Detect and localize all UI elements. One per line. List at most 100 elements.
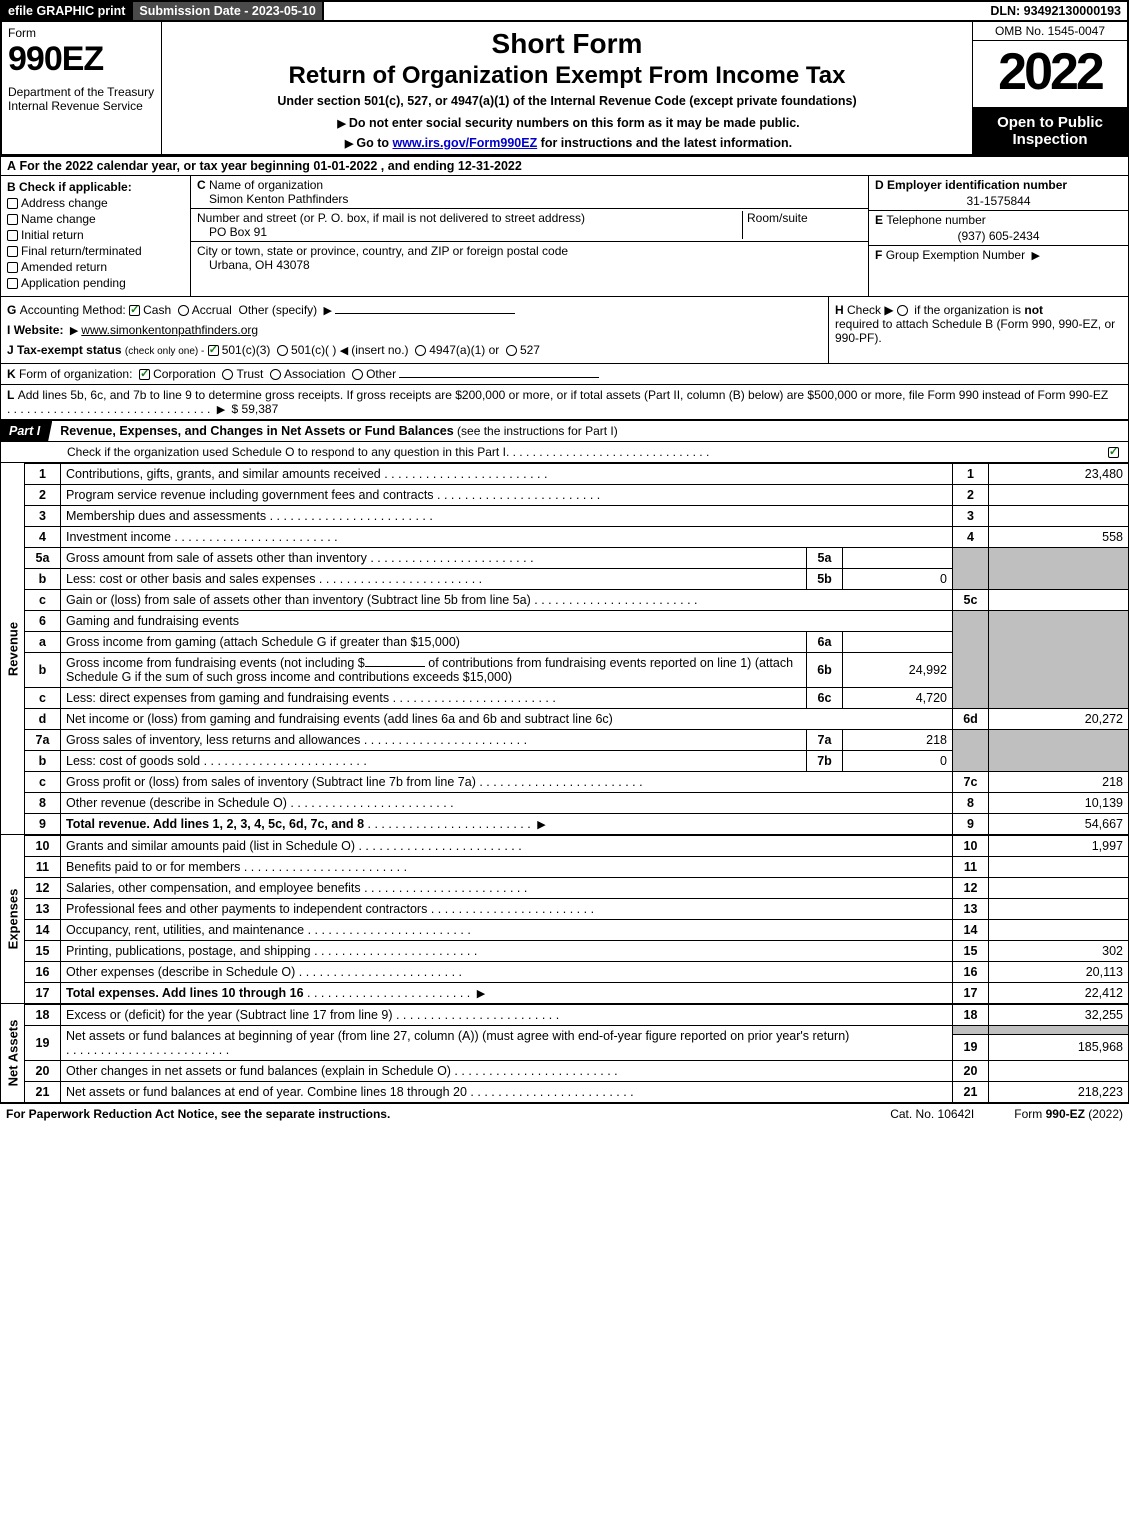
chk-amended-return[interactable]: Amended return — [7, 260, 184, 274]
tel-value: (937) 605-2434 — [875, 229, 1122, 243]
sub-line-ref: 6c — [807, 688, 843, 709]
chk-name-change[interactable]: Name change — [7, 212, 184, 226]
page-footer: For Paperwork Reduction Act Notice, see … — [0, 1103, 1129, 1124]
section-k: K Form of organization: Corporation Trus… — [0, 364, 1129, 385]
gross-receipts-amount: $ 59,387 — [232, 402, 279, 416]
checkbox-icon — [7, 198, 18, 209]
radio-icon[interactable] — [415, 345, 426, 356]
opt-application-pending: Application pending — [21, 276, 126, 290]
radio-icon[interactable] — [277, 345, 288, 356]
line-desc: Gross income from gaming (attach Schedul… — [66, 635, 460, 649]
checkbox-icon[interactable] — [208, 345, 219, 356]
opt-527: 527 — [520, 343, 540, 357]
shade-cell — [989, 730, 1129, 772]
header-right: OMB No. 1545-0047 2022 Open to Public In… — [972, 22, 1127, 154]
table-row: 9Total revenue. Add lines 1, 2, 3, 4, 5c… — [25, 814, 1129, 835]
line-desc: Investment income — [66, 530, 171, 544]
sub-amount: 0 — [843, 751, 953, 772]
line-amount — [989, 485, 1129, 506]
line-num: 11 — [25, 857, 61, 878]
line-ref: 13 — [953, 899, 989, 920]
chk-final-return[interactable]: Final return/terminated — [7, 244, 184, 258]
letter-l: L — [7, 388, 14, 402]
part-i-tab: Part I — [1, 421, 52, 441]
line-ref: 5c — [953, 590, 989, 611]
radio-icon[interactable] — [897, 305, 908, 316]
opt-address-change: Address change — [21, 196, 108, 210]
table-row: cGain or (loss) from sale of assets othe… — [25, 590, 1129, 611]
table-row: 15 Printing, publications, postage, and s… — [25, 941, 1129, 962]
opt-amended-return: Amended return — [21, 260, 107, 274]
opt-initial-return: Initial return — [21, 228, 84, 242]
efile-graphic-print[interactable]: efile GRAPHIC print — [2, 2, 133, 20]
line-num: 14 — [25, 920, 61, 941]
checkbox-icon[interactable] — [1108, 447, 1119, 458]
arrow-right-icon — [342, 136, 356, 150]
line-amount — [989, 506, 1129, 527]
dots — [171, 530, 338, 544]
line-desc: Net assets or fund balances at end of ye… — [66, 1085, 467, 1099]
dots — [287, 796, 454, 810]
opt-trust: Trust — [236, 367, 263, 381]
radio-icon[interactable] — [352, 369, 363, 380]
radio-icon[interactable] — [222, 369, 233, 380]
letter-f: F — [875, 248, 882, 262]
line-num: 8 — [25, 793, 61, 814]
radio-icon[interactable] — [178, 305, 189, 316]
h-text2: if the organization is — [914, 303, 1021, 317]
dots — [506, 445, 1100, 459]
sub-line-ref: 6b — [807, 653, 843, 688]
radio-icon[interactable] — [270, 369, 281, 380]
do-not-text: Do not enter social security numbers on … — [349, 116, 800, 130]
line-num: a — [25, 632, 61, 653]
chk-address-change[interactable]: Address change — [7, 196, 184, 210]
revenue-table: 1Contributions, gifts, grants, and simil… — [24, 463, 1129, 835]
line-desc: Gross amount from sale of assets other t… — [66, 551, 367, 565]
sub-line-ref: 5a — [807, 548, 843, 569]
sub-amount — [843, 548, 953, 569]
checkbox-icon[interactable] — [129, 305, 140, 316]
under-section: Under section 501(c), 527, or 4947(a)(1)… — [170, 94, 964, 108]
section-l: L Add lines 5b, 6c, and 7b to line 9 to … — [0, 385, 1129, 420]
checkbox-icon — [7, 214, 18, 225]
chk-initial-return[interactable]: Initial return — [7, 228, 184, 242]
line-desc: Gaming and fundraising events — [66, 614, 239, 628]
line-desc: Gain or (loss) from sale of assets other… — [66, 593, 531, 607]
line-desc: Benefits paid to or for members — [66, 860, 240, 874]
dots — [240, 860, 407, 874]
shade-cell — [989, 611, 1129, 709]
top-bar: efile GRAPHIC print Submission Date - 20… — [0, 0, 1129, 22]
line-desc: Total revenue. Add lines 1, 2, 3, 4, 5c,… — [66, 817, 364, 831]
arrow-right-icon — [334, 116, 348, 130]
line-ref: 14 — [953, 920, 989, 941]
header-center: Short Form Return of Organization Exempt… — [162, 22, 972, 154]
letter-b: B — [7, 180, 16, 194]
line-desc: Less: direct expenses from gaming and fu… — [66, 691, 389, 705]
table-row: 21Net assets or fund balances at end of … — [25, 1082, 1129, 1103]
other-line — [399, 377, 599, 378]
goto-link[interactable]: www.irs.gov/Form990EZ — [392, 136, 537, 150]
dots — [451, 1064, 618, 1078]
open-public-inspection: Open to Public Inspection — [973, 108, 1127, 154]
part-i-title-text: Revenue, Expenses, and Changes in Net As… — [60, 424, 453, 438]
radio-icon[interactable] — [506, 345, 517, 356]
line-desc: Printing, publications, postage, and shi… — [66, 944, 311, 958]
table-row: 20Other changes in net assets or fund ba… — [25, 1061, 1129, 1082]
checkbox-icon[interactable] — [139, 369, 150, 380]
website-link[interactable]: www.simonkentonpathfinders.org — [81, 323, 258, 337]
arrow-right-icon — [321, 303, 335, 317]
sub-amount: 218 — [843, 730, 953, 751]
line-ref: 15 — [953, 941, 989, 962]
line-ref: 10 — [953, 836, 989, 857]
dots — [364, 817, 531, 831]
entity-block: B Check if applicable: Address change Na… — [0, 176, 1129, 297]
chk-application-pending[interactable]: Application pending — [7, 276, 184, 290]
net-assets-section: Net Assets 18Excess or (deficit) for the… — [0, 1004, 1129, 1103]
arrow-right-icon — [534, 817, 548, 831]
table-row: 12Salaries, other compensation, and empl… — [25, 878, 1129, 899]
dots — [367, 551, 534, 565]
arrow-right-icon — [474, 986, 488, 1000]
revenue-section: Revenue 1Contributions, gifts, grants, a… — [0, 463, 1129, 835]
dots — [304, 986, 471, 1000]
line-desc: Contributions, gifts, grants, and simila… — [66, 467, 381, 481]
